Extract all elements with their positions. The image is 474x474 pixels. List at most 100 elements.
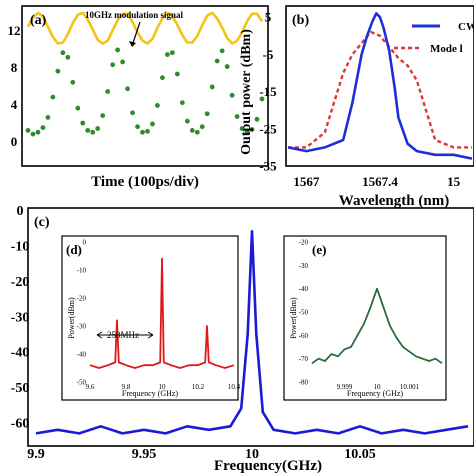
inset-d-y-tick-label: -40: [77, 350, 87, 358]
panel-b-x-tick-label: 1567.4: [362, 174, 398, 189]
optical-pulse-point: [184, 118, 190, 124]
inset-e-y-tick-label: -60: [299, 332, 309, 340]
inset-e-xlabel: Frequency (GHz): [347, 389, 404, 398]
inset-e-plot-area: [311, 287, 443, 365]
panel-c-y-tick-label: -60: [11, 417, 30, 432]
inset-d-xlabel: Frequency (GHz): [122, 389, 179, 398]
inset-e-x-ticks: 9.999 10 10.001: [337, 383, 420, 391]
panel-b-y-tick-label: 5: [265, 10, 272, 25]
mode-locked-spectrum-line: [288, 30, 472, 149]
optical-pulse-point: [115, 47, 121, 53]
panel-b-letter: (b): [292, 13, 309, 28]
panel-a-y-tick-label: 12: [8, 23, 21, 38]
optical-pulse-point: [244, 129, 250, 135]
optical-pulse-point: [160, 75, 165, 81]
inset-d-ylabel: Power(dBm): [67, 297, 76, 339]
panel-b-y-tick-label: -5: [263, 47, 274, 62]
inset-d-y-tick-label: -10: [77, 266, 87, 274]
panel-b-y-tick-label: -15: [259, 84, 277, 99]
inset-e-x-tick-label: 9.999: [337, 383, 353, 391]
panel-c-plot-area: [35, 230, 469, 435]
inset-e-y-tick-label: -20: [299, 238, 309, 246]
optical-pulse-point: [204, 111, 210, 117]
optical-pulse-point: [169, 50, 175, 56]
panel-a-y-ticks: 0 4 8 12: [8, 23, 21, 149]
inset-d-spectrum-line: [89, 257, 235, 369]
inset-d: 0 -10 -20 -30 -40 -50 9.6 9.8 10 10.2 10.4 (d) Po…: [61, 235, 241, 401]
inset-e-x-tick-label: 10: [374, 383, 382, 391]
optical-pulse-point: [199, 124, 205, 130]
optical-pulse-point: [120, 59, 125, 65]
panel-c-x-tick-label: 10.05: [344, 447, 376, 462]
optical-pulse-point: [135, 124, 140, 130]
optical-pulse-point: [105, 89, 111, 94]
panel-c-y-tick-label: -10: [11, 239, 30, 254]
optical-pulse-point: [214, 58, 220, 64]
modulation-signal-line: [26, 11, 264, 45]
inset-e-frame: [283, 235, 447, 401]
inset-d-x-ticks: 9.6 9.8 10 10.2 10.4: [86, 383, 241, 391]
optical-pulse-point: [130, 110, 135, 116]
optical-pulse-point: [249, 127, 255, 132]
optical-pulse-point: [70, 79, 76, 85]
inset-d-x-tick-label: 10: [159, 383, 167, 391]
panel-c: 0 -10 -20 -30 -40 -50 -60 9.9 9.95 10 10.05 (c) F…: [11, 204, 474, 474]
panel-a-plot-area: [25, 11, 265, 137]
panel-c-y-tick-label: -20: [11, 275, 30, 290]
panel-b-y-tick-label: -25: [259, 121, 277, 136]
cw-spectrum-line: [287, 12, 473, 160]
inset-e-y-tick-label: -40: [299, 285, 309, 293]
panel-a-annotation: 10GHz modulation signal: [85, 10, 184, 20]
optical-pulse-point: [60, 50, 66, 56]
panel-c-y-ticks: 0 -10 -20 -30 -40 -50 -60: [11, 204, 30, 432]
inset-e-ylabel: Power(dBm): [289, 297, 298, 339]
inset-d-y-tick-label: -20: [77, 294, 87, 302]
panel-c-x-tick-label: 10: [245, 447, 259, 462]
optical-pulse-point: [100, 113, 106, 118]
inset-d-letter: (d): [66, 242, 82, 257]
panel-c-x-tick-label: 9.95: [132, 447, 157, 462]
optical-pulse-point: [140, 129, 145, 135]
inset-d-x-tick-label: 9.6: [86, 383, 95, 391]
inset-e-y-ticks: -20 -30 -40 -50 -60 -70 -80: [299, 238, 309, 386]
optical-pulse-point: [239, 126, 245, 131]
panel-a-xlabel: Time (100ps/div): [91, 174, 199, 190]
inset-e-y-tick-label: -30: [299, 262, 309, 270]
inset-d-x-tick-label: 9.8: [122, 383, 131, 391]
optical-pulse-point: [219, 48, 225, 54]
inset-e-y-tick-label: -80: [299, 378, 309, 386]
optical-pulse-point: [194, 129, 200, 135]
panel-a: 0 4 8 12 (a) 10GHz modulation signal Time (…: [8, 5, 269, 190]
panel-a-y-tick-label: 8: [11, 60, 18, 75]
inset-d-x-tick-label: 10.4: [228, 383, 241, 391]
panel-b-frame: [285, 5, 474, 167]
panel-b-ylabel: Output power (dBm): [239, 29, 254, 155]
optical-pulse-point: [229, 92, 235, 98]
rf-spectrum-line: [35, 230, 469, 435]
inset-d-frame: [61, 235, 239, 401]
inset-d-y-tick-label: -50: [77, 378, 87, 386]
panel-b-x-tick-label: 1567: [293, 174, 320, 189]
panel-b: 5 -5 -15 -25 -35 1567 1567.4 15 (b) Output pow…: [239, 5, 474, 209]
panel-c-y-tick-label: -30: [11, 310, 30, 325]
optical-pulse-point: [95, 126, 101, 131]
panel-a-y-tick-label: 0: [11, 134, 18, 149]
optical-pulse-point: [165, 52, 170, 57]
optical-pulse-point: [75, 105, 81, 111]
panel-b-y-ticks: 5 -5 -15 -25 -35: [259, 10, 277, 174]
optical-pulse-point: [189, 127, 195, 133]
panel-a-annotation-arrow: [131, 21, 141, 47]
inset-d-span-arrow: [96, 331, 154, 339]
panel-c-x-ticks: 9.9 9.95 10 10.05: [27, 447, 376, 462]
optical-pulse-point: [35, 129, 41, 135]
inset-e-x-tick-label: 10.001: [400, 383, 420, 391]
optical-pulse-point: [90, 129, 96, 135]
panel-c-y-tick-label: 0: [17, 204, 24, 219]
optical-pulse-point: [145, 128, 150, 134]
panel-b-xlabel: Wavelength (nm): [339, 193, 449, 209]
panel-a-letter: (a): [30, 13, 47, 28]
inset-d-plot-area: [89, 257, 235, 369]
inset-d-y-tick-label: 0: [83, 238, 87, 246]
panel-c-xlabel: Frequency(GHz): [214, 458, 322, 474]
optical-pulse-point: [224, 64, 230, 69]
